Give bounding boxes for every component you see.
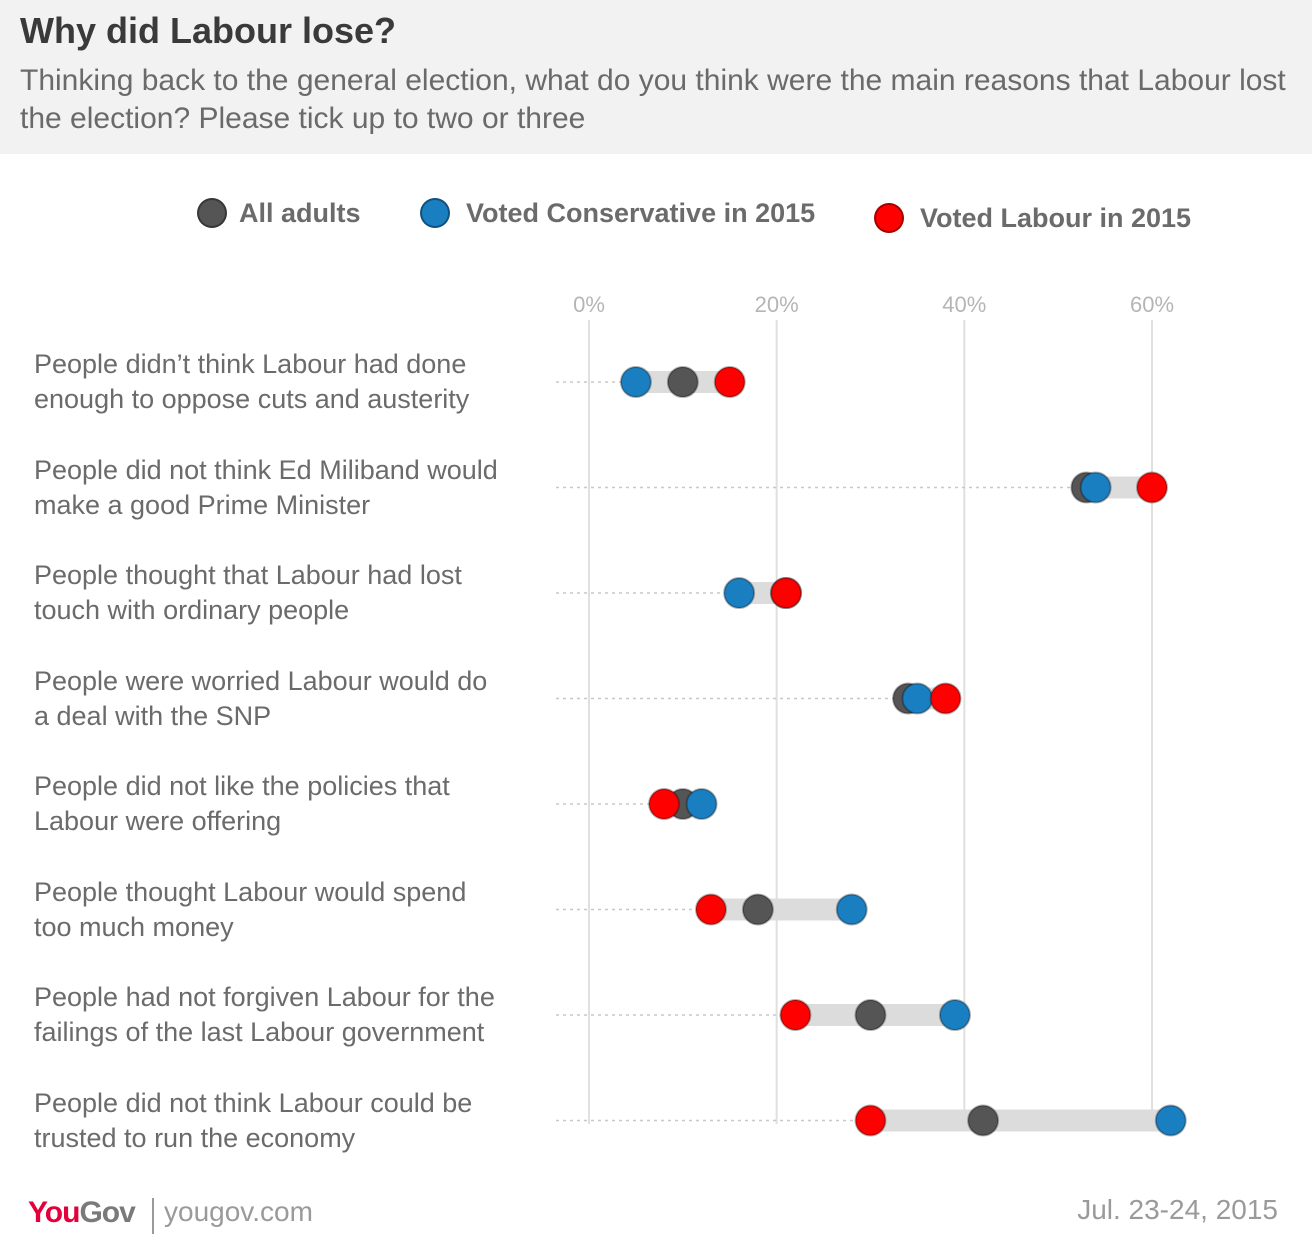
chart-subtitle: Thinking back to the general election, w…	[20, 64, 1286, 135]
chart-title: Why did Labour lose?	[20, 10, 396, 51]
row-label-line: People did not think Ed Miliband would	[34, 454, 498, 485]
dot-labour	[770, 577, 803, 609]
footer-website: yougov.com	[164, 1196, 313, 1227]
dot-conservative	[723, 577, 756, 609]
row-label-line: People thought that Labour had lost	[34, 560, 462, 590]
row-label: People thought that Labour had lost touch…	[34, 558, 554, 628]
legend-swatch-conservative	[420, 198, 450, 228]
row-label-line: People did not like the policies that	[34, 771, 450, 801]
row-label-line: People didn’t think Labour had done	[34, 349, 467, 379]
dot-conservative	[938, 999, 971, 1031]
row-label: People did not like the policies that Lab…	[34, 769, 554, 839]
dot-all-adults	[854, 999, 887, 1031]
dot-labour	[713, 366, 746, 398]
row-label-line: Labour were offering	[34, 806, 282, 836]
row-label-line: touch with ordinary people	[34, 595, 350, 625]
footer-date: Jul. 23-24, 2015	[1077, 1194, 1278, 1225]
dot-all-adults	[967, 1104, 1000, 1137]
row-label-line: People had not forgiven Labour for the	[34, 982, 495, 1012]
row-label: People were worried Labour would do a dea…	[34, 664, 554, 734]
row-label: People thought Labour would spend too muc…	[34, 875, 554, 945]
legend-label-labour: Voted Labour in 2015	[920, 203, 1192, 233]
row-label: People didn’t think Labour had done enoug…	[34, 347, 554, 417]
row-label-line: People thought Labour would spend	[34, 876, 467, 907]
dot-labour	[779, 999, 812, 1031]
row-label-line: enough to oppose cuts and austerity	[34, 384, 470, 414]
legend-label-all-adults: All adults	[239, 198, 361, 228]
row-label: People did not think Labour could be trus…	[34, 1086, 554, 1156]
legend-swatch-all-adults	[197, 198, 227, 228]
dot-range-chart: 0% 20% 40% 60%	[556, 292, 1187, 1137]
row-label-line: make a good Prime Minister	[34, 489, 371, 520]
x-tick-label: 60%	[1130, 292, 1174, 317]
dot-conservative	[901, 682, 934, 715]
row-label-line: People were worried Labour would do	[34, 665, 488, 696]
logo-you: You	[28, 1196, 80, 1229]
x-tick-label: 20%	[755, 292, 799, 317]
row-label-line: trusted to run the economy	[34, 1122, 356, 1153]
legend-swatch-labour	[874, 203, 904, 233]
row-label: People had not forgiven Labour for the fa…	[34, 980, 554, 1050]
logo-gov: Gov	[79, 1196, 135, 1229]
dot-all-adults	[666, 366, 699, 398]
header: Why did Labour lose? Thinking back to th…	[0, 0, 1312, 154]
dot-labour	[929, 682, 962, 715]
dot-conservative	[1154, 1104, 1187, 1137]
row-label-line: People did not think Labour could be	[34, 1087, 473, 1118]
row-label: People did not think Ed Miliband would ma…	[34, 453, 554, 523]
yougov-logo: YouGov	[28, 1196, 136, 1230]
row-label-line: too much money	[34, 911, 234, 942]
x-tick-label: 40%	[942, 292, 986, 317]
dot-labour	[694, 893, 727, 926]
dot-all-adults	[741, 893, 774, 926]
legend-label-conservative: Voted Conservative in 2015	[466, 198, 816, 228]
dot-labour	[648, 788, 681, 820]
dot-labour	[1136, 471, 1168, 504]
row-label-line: a deal with the SNP	[34, 700, 272, 731]
dot-conservative	[1079, 471, 1112, 504]
dot-labour	[854, 1104, 887, 1137]
dot-conservative	[685, 788, 718, 820]
dot-conservative	[835, 893, 868, 926]
x-tick-label: 0%	[573, 292, 605, 317]
dot-conservative	[619, 366, 652, 398]
row-label-line: failings of the last Labour government	[34, 1017, 485, 1047]
footer-divider	[152, 1198, 154, 1234]
